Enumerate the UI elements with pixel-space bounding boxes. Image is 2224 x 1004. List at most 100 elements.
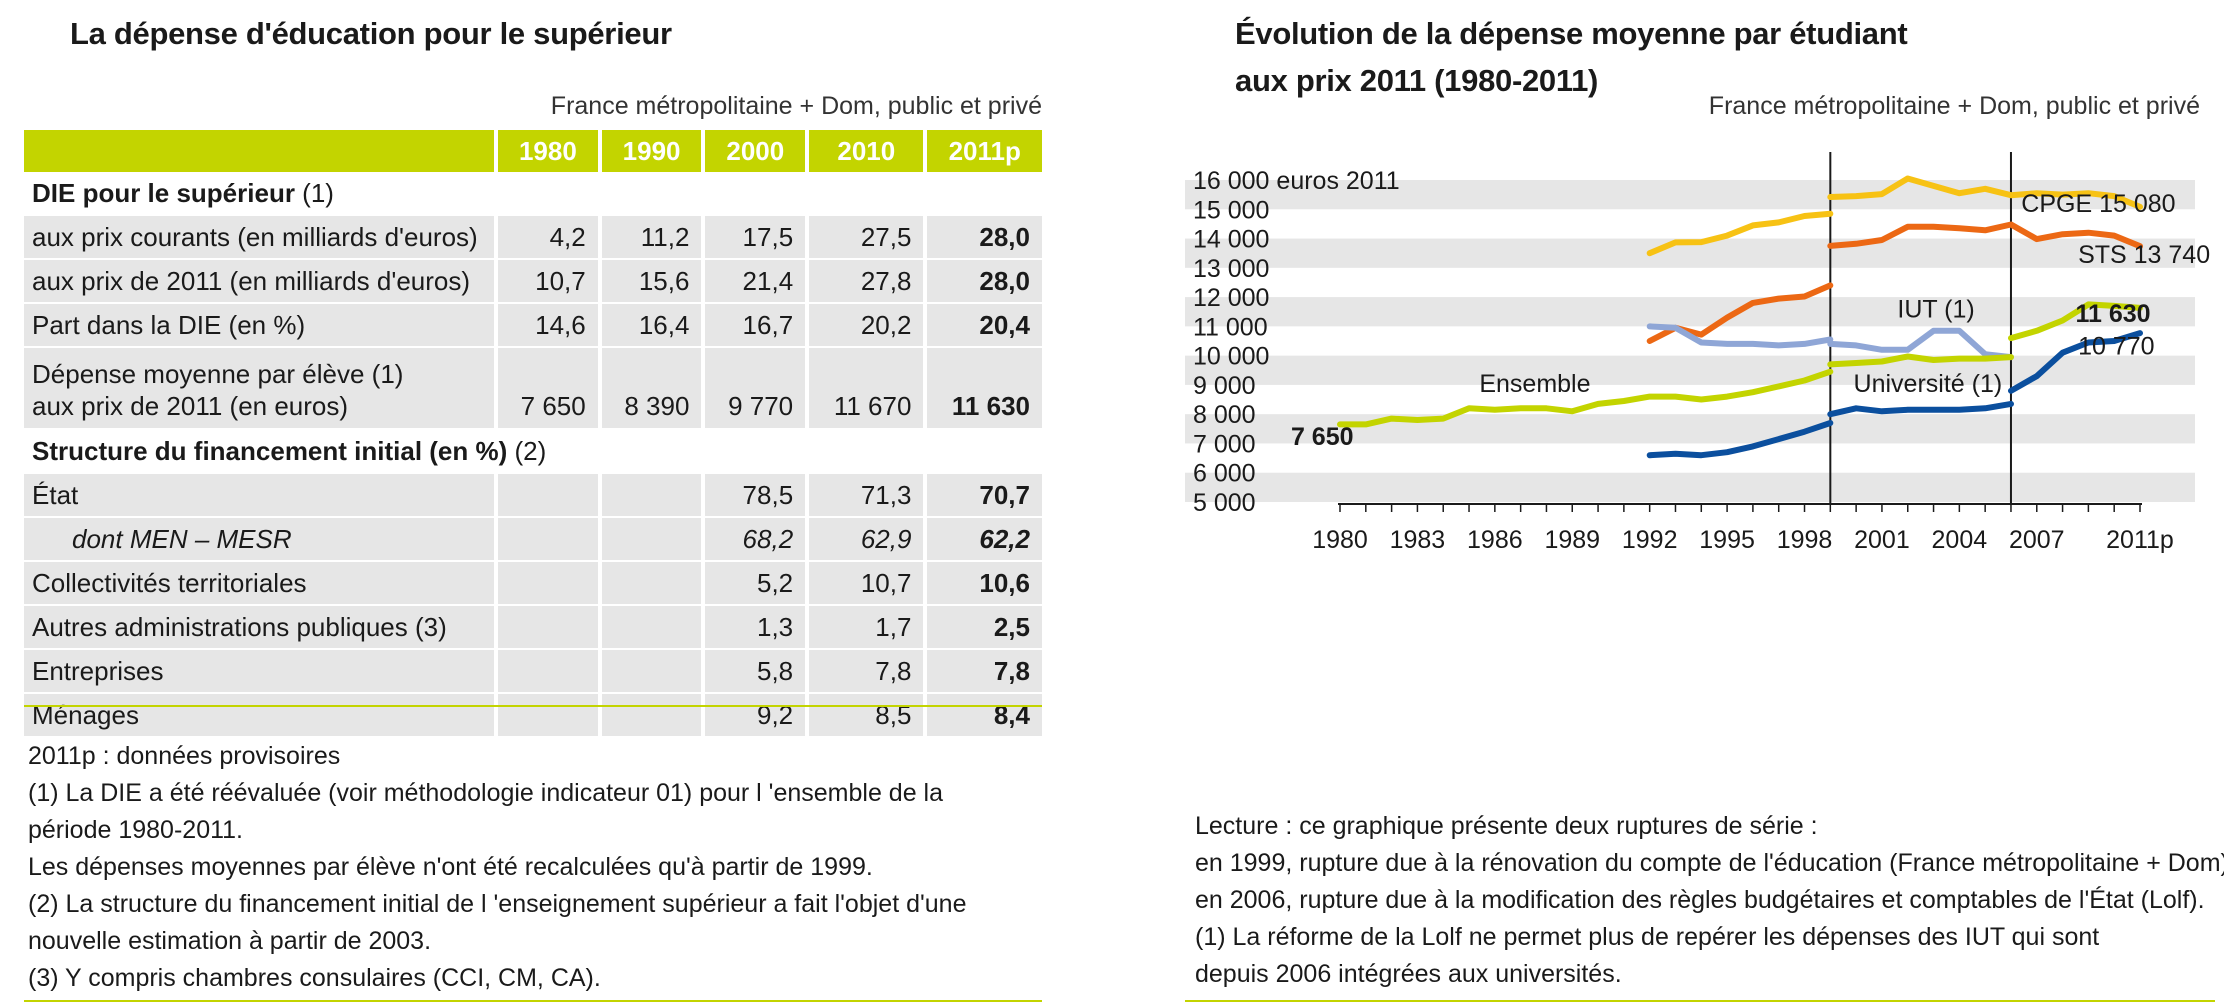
table-cell — [494, 605, 600, 650]
footnote-line: Les dépenses moyennes par élève n'ont ét… — [28, 853, 873, 881]
table-cell: 27,5 — [805, 215, 926, 260]
data-label: IUT (1) — [1897, 296, 1974, 324]
y-tick-label: 6 000 — [1193, 460, 1256, 488]
grid-band — [1185, 297, 2195, 327]
series-line-ensemble — [2008, 301, 2143, 342]
series-line-universit — [1827, 400, 2014, 418]
row-label: Part dans la DIE (en %) — [24, 303, 496, 348]
y-tick-label: 10 000 — [1193, 343, 1269, 371]
table-cell: 5,2 — [701, 561, 808, 606]
row-label: aux prix courants (en milliards d'euros) — [24, 215, 496, 260]
col-header: 1990 — [597, 130, 704, 172]
series-line-cpge — [1646, 210, 1834, 257]
table-cell: 21,4 — [701, 259, 808, 304]
table-cell: 7,8 — [805, 649, 926, 694]
row-label: Collectivités territoriales — [24, 561, 496, 606]
x-tick-label: 1995 — [1699, 526, 1755, 554]
row-label: État — [24, 473, 496, 518]
table-cell: 10,7 — [805, 561, 926, 606]
table-cell: 20,2 — [805, 303, 926, 348]
table-bottom-rule — [24, 705, 1042, 707]
table-cell: 11 630 — [923, 347, 1042, 430]
row-label-line: Dépense moyenne par élève (1) — [32, 359, 404, 389]
right-bottom-rule — [1185, 1000, 2215, 1002]
data-label: CPGE 15 080 — [2021, 190, 2175, 218]
table-row: aux prix de 2011 (en milliards d'euros) 1… — [24, 259, 1042, 304]
section-note: (1) — [294, 177, 334, 208]
x-tick-label: 1986 — [1467, 526, 1523, 554]
footnote-line: en 1999, rupture due à la rénovation du … — [1195, 849, 2224, 877]
row-label: Entreprises — [24, 649, 496, 694]
left-subtitle: France métropolitaine + Dom, public et p… — [550, 92, 1042, 120]
table-cell: 9,2 — [701, 693, 808, 738]
y-tick-label: 16 000 euros 2011 — [1193, 167, 1400, 195]
table-cell: 5,8 — [701, 649, 808, 694]
section-note: (2) — [507, 435, 547, 466]
data-label: Ensemble — [1479, 370, 1590, 398]
table-section-row: DIE pour le supérieur (1) — [24, 172, 1042, 216]
y-tick-label: 14 000 — [1193, 226, 1269, 254]
footnote-line: période 1980-2011. — [28, 816, 243, 844]
section-label: DIE pour le supérieur (1) — [24, 172, 1042, 216]
left-bottom-rule — [24, 1000, 1042, 1002]
right-title: Évolution de la dépense moyenne par étud… — [1235, 10, 1908, 104]
table-cell: 8,4 — [923, 693, 1042, 738]
table-cell: 10,6 — [923, 561, 1042, 606]
table-row: État 78,5 71,3 70,7 — [24, 473, 1042, 518]
right-footnotes: Lecture : ce graphique présente deux rup… — [1195, 808, 2224, 993]
footnote-line: Lecture : ce graphique présente deux rup… — [1195, 812, 1818, 840]
table-row: dont MEN – MESR 68,2 62,9 62,2 — [24, 517, 1042, 562]
left-title: La dépense d'éducation pour le supérieur — [70, 16, 672, 51]
table-cell: 78,5 — [701, 473, 808, 518]
data-label: 11 630 — [2075, 300, 2150, 328]
col-header: 2000 — [701, 130, 808, 172]
table-cell: 20,4 — [923, 303, 1042, 348]
table-row: Autres administrations publiques (3) 1,3 1… — [24, 605, 1042, 650]
y-tick-label: 8 000 — [1193, 401, 1256, 429]
table-cell: 14,6 — [494, 303, 600, 348]
table-cell: 27,8 — [805, 259, 926, 304]
x-tick-label: 2011p — [2106, 526, 2174, 554]
footnote-line: (2) La structure du financement initial … — [28, 890, 967, 918]
x-tick-label: 2001 — [1854, 526, 1910, 554]
y-tick-label: 11 000 — [1193, 313, 1268, 341]
table-body: DIE pour le supérieur (1) aux prix couran… — [24, 172, 1042, 738]
table-cell — [597, 517, 704, 562]
footnote-line: depuis 2006 intégrées aux universités. — [1195, 960, 1622, 988]
table-cell: 1,7 — [805, 605, 926, 650]
table-cell: 10,7 — [494, 259, 600, 304]
y-tick-label: 12 000 — [1193, 284, 1269, 312]
series-line-ensemble — [1337, 368, 1834, 428]
row-label: dont MEN – MESR — [24, 517, 496, 562]
col-header: 1980 — [494, 130, 600, 172]
grid-band — [1185, 472, 2195, 502]
table-cell: 70,7 — [923, 473, 1042, 518]
y-tick-label: 13 000 — [1193, 255, 1269, 283]
col-header: 2010 — [805, 130, 926, 172]
table-cell — [597, 605, 704, 650]
table-cell: 62,2 — [923, 517, 1042, 562]
right-subtitle: France métropolitaine + Dom, public et p… — [1708, 92, 2200, 120]
y-tick-label: 9 000 — [1193, 372, 1256, 400]
table-cell: 15,6 — [597, 259, 704, 304]
table-cell — [494, 649, 600, 694]
x-tick-label: 1992 — [1622, 526, 1678, 554]
table-row: Part dans la DIE (en %) 14,6 16,4 16,7 20,2 2… — [24, 303, 1042, 348]
expenditure-table: 1980 1990 2000 2010 2011p DIE pour le su… — [24, 130, 1042, 738]
row-label: Dépense moyenne par élève (1) aux prix de… — [24, 347, 496, 430]
table-cell: 9 770 — [701, 347, 808, 430]
table-cell — [597, 649, 704, 694]
table-cell: 2,5 — [923, 605, 1042, 650]
table-cell: 4,2 — [494, 215, 600, 260]
table-row: Entreprises 5,8 7,8 7,8 — [24, 649, 1042, 694]
row-label: aux prix de 2011 (en milliards d'euros) — [24, 259, 496, 304]
table-cell: 68,2 — [701, 517, 808, 562]
x-tick-label: 1980 — [1312, 526, 1368, 554]
table-cell: 8 390 — [597, 347, 704, 430]
row-label-line: aux prix de 2011 (en euros) — [32, 391, 349, 421]
table-cell: 16,4 — [597, 303, 704, 348]
footnote-line: 2011p : données provisoires — [28, 742, 341, 770]
data-label: 7 650 — [1291, 423, 1354, 451]
table-section-row: Structure du financement initial (en %) … — [24, 429, 1042, 474]
series-line-iut — [1646, 323, 1834, 349]
